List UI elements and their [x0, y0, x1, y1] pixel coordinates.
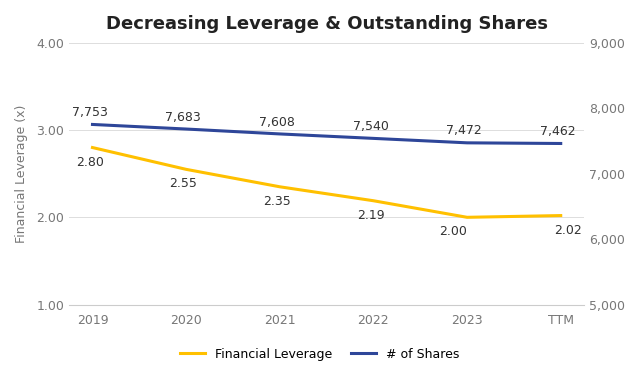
Text: 2.35: 2.35: [263, 195, 291, 208]
Text: 7,753: 7,753: [72, 106, 108, 119]
Text: 2.55: 2.55: [170, 177, 197, 190]
Text: 7,608: 7,608: [259, 116, 295, 129]
Text: 7,683: 7,683: [166, 111, 201, 124]
Text: 7,540: 7,540: [353, 120, 388, 133]
Text: 2.80: 2.80: [76, 155, 104, 169]
Financial Leverage: [369, 199, 377, 203]
Y-axis label: Financial Leverage (x): Financial Leverage (x): [15, 105, 28, 243]
Financial Leverage: [182, 167, 190, 171]
Text: 2.00: 2.00: [439, 225, 467, 238]
Financial Leverage: [276, 185, 284, 189]
# of Shares: [369, 136, 377, 141]
Financial Leverage: [89, 145, 97, 150]
# of Shares: [182, 127, 190, 131]
Line: Financial Leverage: Financial Leverage: [93, 148, 561, 217]
Text: 7,462: 7,462: [540, 125, 576, 138]
Financial Leverage: [557, 213, 564, 218]
# of Shares: [557, 141, 564, 146]
Line: # of Shares: # of Shares: [93, 125, 561, 144]
# of Shares: [463, 141, 471, 145]
Legend: Financial Leverage, # of Shares: Financial Leverage, # of Shares: [175, 343, 465, 366]
Title: Decreasing Leverage & Outstanding Shares: Decreasing Leverage & Outstanding Shares: [106, 15, 548, 33]
Text: 7,472: 7,472: [447, 125, 482, 138]
Text: 2.02: 2.02: [554, 224, 582, 237]
Financial Leverage: [463, 215, 471, 219]
# of Shares: [89, 122, 97, 127]
Text: 2.19: 2.19: [357, 209, 385, 222]
# of Shares: [276, 132, 284, 136]
